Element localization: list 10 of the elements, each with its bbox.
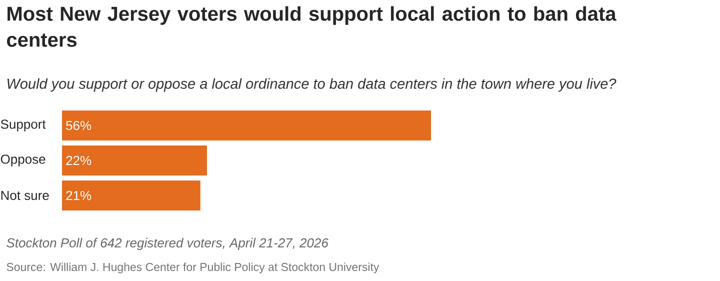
data-label: 22%: [66, 156, 92, 166]
chart-title: Most New Jersey voters would support local action to ban data centers: [7, 6, 616, 47]
data-label: 56%: [66, 120, 92, 130]
data-label: 21%: [66, 190, 92, 200]
chart-subtitle: Would you support or oppose a local ordinance to ban data centers in the town where you live?: [7, 78, 616, 92]
text: Stockton Poll of 642 registered voters, April 21-27, 2026: [6, 238, 328, 250]
y-tick-label: Support: [0, 120, 46, 132]
y-tick-label: Not sure: [1, 190, 49, 200]
y-tick-label: Oppose: [0, 154, 46, 166]
source-note: Source: William J. Hughes Center for Public Policy at Stockton University: [6, 262, 380, 274]
